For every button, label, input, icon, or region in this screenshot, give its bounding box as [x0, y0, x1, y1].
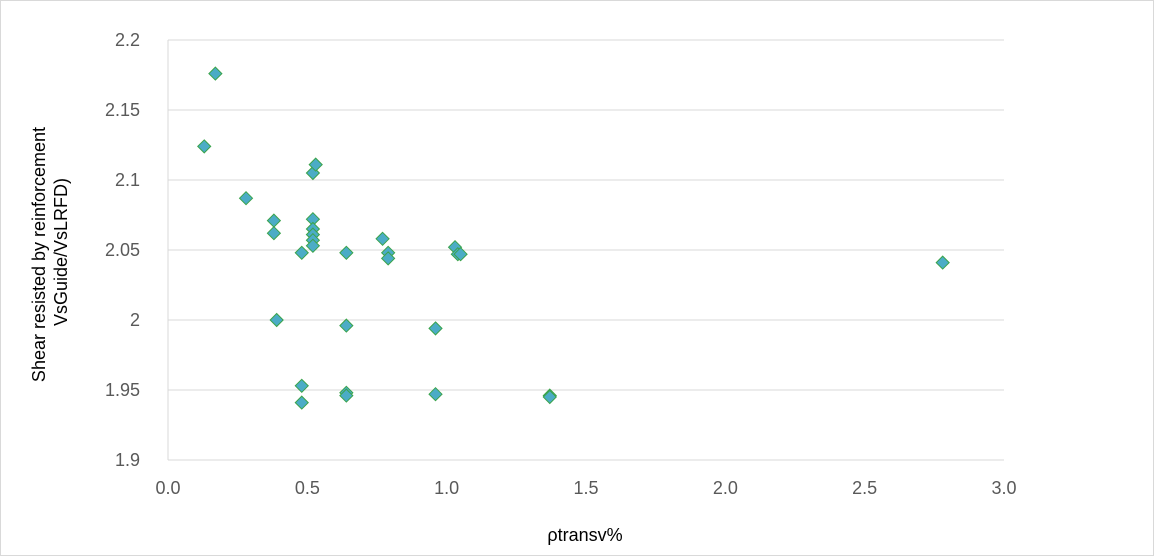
data-point	[238, 190, 254, 206]
data-point	[380, 251, 396, 266]
data-point	[339, 318, 354, 333]
y-axis-title-line-2: VsGuide/VsLRFD)	[51, 178, 71, 326]
data-point	[339, 388, 354, 403]
y-tick-labels: 1.9 1.95 2 2.05 2.1 2.15 2.2	[105, 30, 140, 470]
data-point	[305, 165, 321, 181]
y-tick-label: 2.15	[105, 100, 140, 120]
data-point	[294, 378, 309, 394]
data-point	[269, 312, 284, 328]
data-point	[305, 238, 321, 254]
data-point	[339, 245, 354, 261]
data-point	[197, 139, 212, 154]
x-tick-label: 2.0	[713, 478, 738, 498]
x-tick-label: 0.0	[155, 478, 180, 498]
data-points	[197, 66, 950, 410]
y-tick-label: 2.1	[115, 170, 140, 190]
y-tick-label: 1.95	[105, 380, 140, 400]
x-tick-label: 3.0	[991, 478, 1016, 498]
x-axis-title: ρtransv%	[547, 525, 622, 545]
data-point	[266, 213, 282, 228]
y-axis-title-line-1: Shear resisted by reinforcement	[29, 127, 49, 382]
data-point	[428, 386, 443, 402]
x-tick-label: 0.5	[295, 478, 320, 498]
y-axis-title: Shear resisted by reinforcement VsGuide/…	[29, 122, 71, 382]
y-tick-label: 2	[130, 310, 140, 330]
data-point	[294, 245, 309, 261]
x-tick-label: 1.0	[434, 478, 459, 498]
data-point	[453, 246, 468, 262]
y-tick-label: 2.2	[115, 30, 140, 50]
x-tick-labels: 0.0 0.5 1.0 1.5 2.0 2.5 3.0	[155, 478, 1016, 498]
y-tick-label: 1.9	[115, 450, 140, 470]
gridlines	[167, 39, 1004, 461]
x-tick-label: 1.5	[573, 478, 598, 498]
data-point	[428, 321, 443, 336]
data-point	[375, 231, 390, 247]
y-tick-label: 2.05	[105, 240, 140, 260]
data-point	[935, 255, 950, 270]
data-point	[208, 66, 223, 81]
data-point	[308, 157, 323, 172]
data-point	[294, 395, 309, 410]
data-point	[542, 389, 557, 405]
x-tick-label: 2.5	[852, 478, 877, 498]
data-point	[266, 225, 282, 241]
